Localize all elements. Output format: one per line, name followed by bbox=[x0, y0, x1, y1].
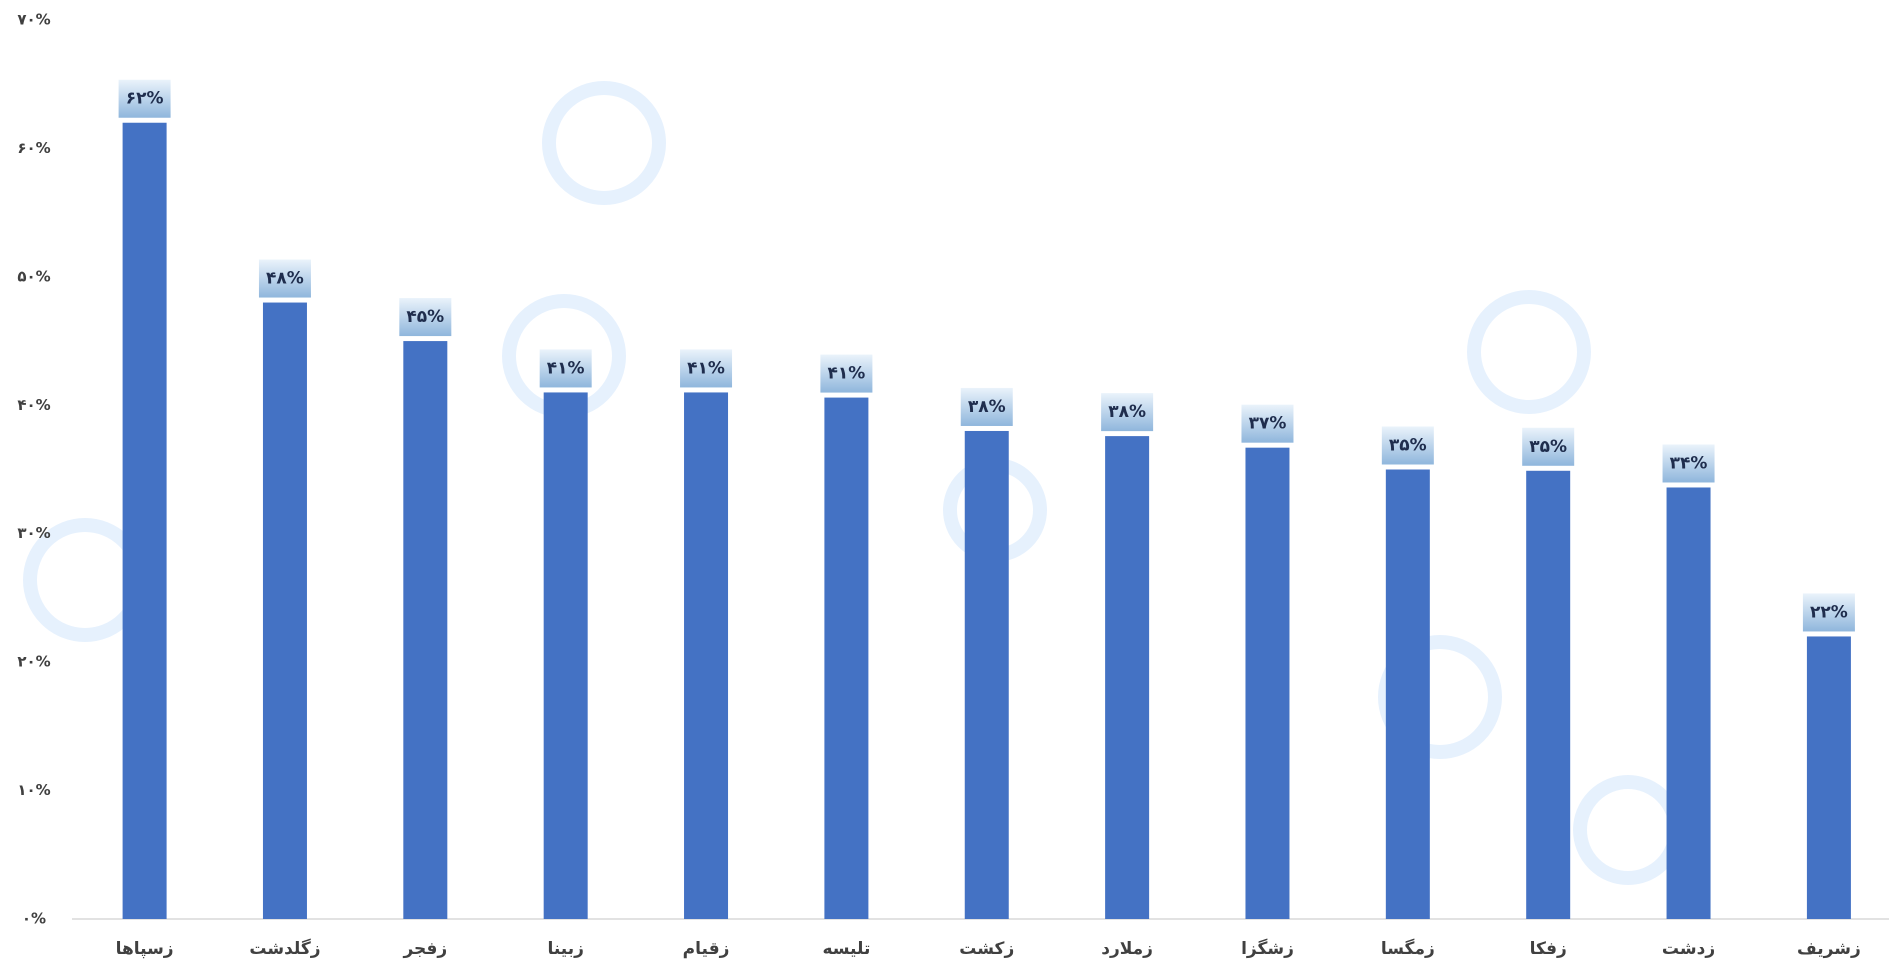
x-tick-label: زملارد bbox=[1101, 939, 1153, 959]
x-tick-label: زگلدشت bbox=[249, 938, 320, 959]
x-tick-label: زسپاها bbox=[116, 939, 174, 959]
value-label: ۳۸% bbox=[968, 397, 1006, 417]
bar bbox=[965, 431, 1009, 919]
value-label: ۳۵% bbox=[1389, 436, 1427, 456]
value-label: ۲۲% bbox=[1810, 602, 1848, 622]
value-label: ۶۲% bbox=[126, 89, 164, 109]
bar bbox=[824, 398, 868, 919]
bar bbox=[544, 392, 588, 919]
value-label: ۳۷% bbox=[1249, 414, 1287, 434]
bar bbox=[1667, 487, 1711, 919]
value-label: ۴۱% bbox=[827, 364, 865, 384]
value-label: ۳۸% bbox=[1108, 402, 1146, 422]
y-tick-label: ۰% bbox=[22, 910, 46, 928]
x-tick-label: زفکا bbox=[1530, 939, 1567, 959]
y-tick-label: ۵۰% bbox=[17, 267, 50, 285]
x-tick-label: زبینا bbox=[547, 939, 583, 959]
x-tick-label: زدشت bbox=[1662, 939, 1715, 959]
bar bbox=[1105, 436, 1149, 919]
bar bbox=[684, 392, 728, 919]
x-tick-label: زفجر bbox=[402, 939, 447, 959]
y-tick-label: ۷۰% bbox=[17, 11, 50, 29]
y-tick-label: ۱۰% bbox=[17, 781, 50, 799]
x-tick-label: زشریف bbox=[1797, 939, 1861, 959]
bar bbox=[1807, 636, 1851, 919]
y-tick-label: ۴۰% bbox=[17, 396, 50, 414]
y-tick-label: ۳۰% bbox=[17, 524, 50, 542]
x-tick-label: زمگسا bbox=[1381, 938, 1435, 959]
bar bbox=[263, 303, 307, 919]
value-label: ۴۱% bbox=[687, 358, 725, 378]
value-label: ۳۵% bbox=[1529, 437, 1567, 457]
value-label: ۴۸% bbox=[266, 269, 304, 289]
x-tick-label: زشگزا bbox=[1241, 938, 1294, 959]
value-label: ۴۱% bbox=[547, 358, 585, 378]
value-label: ۴۵% bbox=[406, 307, 444, 327]
y-tick-label: ۶۰% bbox=[17, 139, 50, 157]
page: {"chart_data": { "type": "bar", "categor… bbox=[0, 0, 1889, 964]
bar bbox=[1386, 470, 1430, 920]
value-label: ۳۴% bbox=[1670, 453, 1708, 473]
bar bbox=[1526, 471, 1570, 919]
bar bbox=[403, 341, 447, 919]
y-tick-label: ۲۰% bbox=[17, 653, 50, 671]
bar bbox=[123, 123, 167, 919]
x-tick-label: زکشت bbox=[959, 939, 1014, 959]
x-tick-label: تلیسه bbox=[822, 939, 870, 959]
bar bbox=[1245, 448, 1289, 919]
x-tick-label: زقیام bbox=[683, 939, 730, 959]
chart: ۰% ۱۰% ۲۰% ۳۰% ۴۰% ۵۰% ۶۰% ۷۰% زسپاها ۶۲% زگلدشت ۴۸… bbox=[0, 0, 1889, 964]
